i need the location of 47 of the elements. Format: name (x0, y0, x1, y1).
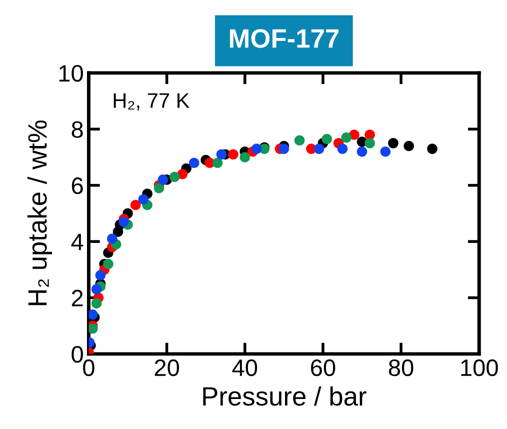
annotation: H₂, 77 K (114, 93, 190, 110)
point (228, 149, 238, 160)
point (314, 144, 324, 154)
point (337, 144, 348, 154)
point (88, 309, 98, 320)
point (91, 284, 102, 294)
point (216, 149, 227, 160)
point (322, 134, 332, 144)
x-tick-label: 60 (311, 359, 336, 376)
point (251, 144, 262, 154)
point (278, 144, 290, 154)
point (154, 182, 164, 194)
point (107, 234, 118, 244)
x-tick-label: 100 (461, 359, 498, 376)
point (158, 174, 168, 185)
y-tick-label: 6 (72, 177, 83, 194)
y-tick-label: 2 (72, 290, 83, 306)
point (356, 146, 368, 157)
point (388, 138, 398, 148)
x-tick-label: 0 (83, 359, 94, 376)
y-tick-label: 0 (72, 346, 83, 363)
x-tick-label: 40 (232, 359, 258, 376)
point (240, 152, 250, 162)
point (188, 158, 200, 168)
point (404, 140, 414, 152)
point (88, 323, 98, 334)
point (130, 200, 141, 210)
y-tick-label: 4 (71, 234, 84, 250)
point (95, 270, 106, 280)
point (118, 216, 130, 228)
y-tick-label: 10 (59, 65, 83, 82)
point (103, 258, 114, 270)
point (380, 146, 391, 157)
point (294, 135, 305, 146)
x-axis-title: Pressure / bar (203, 386, 366, 406)
x-tick-label: 20 (154, 359, 180, 376)
point (91, 298, 102, 308)
point (138, 194, 149, 205)
chart-title: MOF-177 (230, 29, 338, 48)
y-tick-label: 8 (72, 121, 83, 138)
point (341, 132, 352, 143)
y-axis-title: H₂ uptake / wt% (27, 120, 52, 306)
point (427, 144, 438, 154)
point (212, 158, 223, 168)
point (169, 172, 180, 182)
x-tick-label: 80 (388, 359, 414, 376)
point (364, 138, 375, 148)
